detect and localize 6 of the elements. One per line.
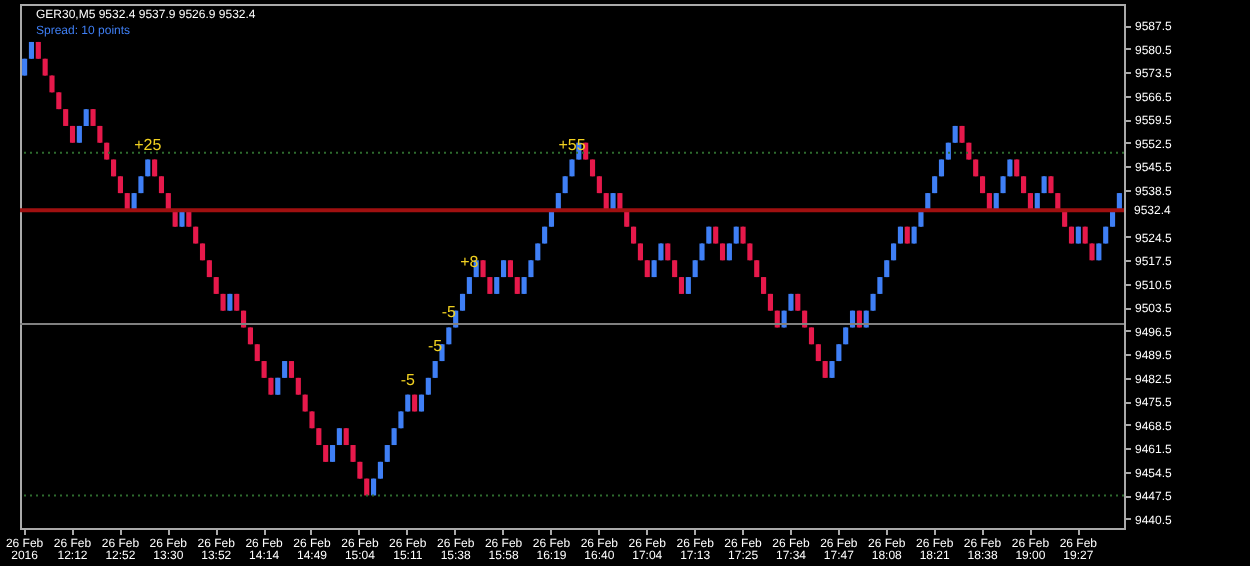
annotation: +55 — [558, 135, 587, 154]
annotation: -5 — [400, 370, 416, 389]
annotation: -5 — [441, 303, 458, 322]
annotation: +8 — [460, 253, 480, 272]
annotation: -5 — [428, 337, 444, 356]
annotation: +25 — [134, 135, 163, 154]
